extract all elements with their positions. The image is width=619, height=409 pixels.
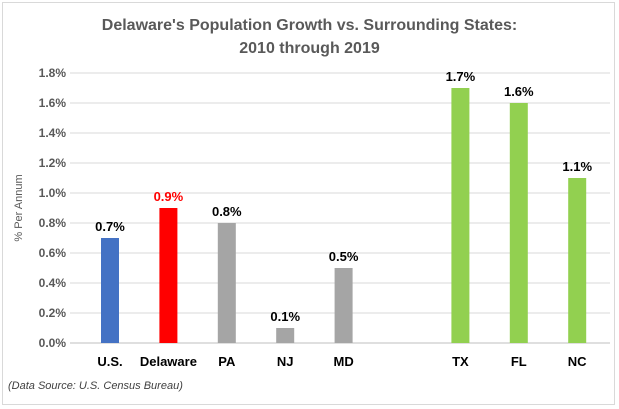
data-label: 0.7% <box>95 219 125 234</box>
data-source-note: (Data Source: U.S. Census Bureau) <box>8 380 183 392</box>
data-label: 1.7% <box>446 69 476 84</box>
chart-title: Delaware's Population Growth vs. Surroun… <box>0 14 619 60</box>
bar-fl <box>509 103 528 343</box>
bar-us <box>101 238 119 343</box>
bar-nj <box>276 328 295 343</box>
data-label: 1.6% <box>504 84 534 99</box>
y-tick-label: 1.0% <box>39 186 67 200</box>
chart-title-line2: 2010 through 2019 <box>239 40 380 57</box>
y-tick-label: 0.8% <box>39 216 67 230</box>
x-tick-label: U.S. <box>97 354 122 369</box>
y-tick-label: 1.8% <box>39 66 67 80</box>
x-tick-label: FL <box>511 354 527 369</box>
bar-nc <box>568 178 587 343</box>
y-tick-label: 1.6% <box>39 96 67 110</box>
y-tick-label: 1.2% <box>39 156 67 170</box>
bar-tx <box>451 88 470 343</box>
data-label: 0.5% <box>329 249 359 264</box>
chart-title-line1: Delaware's Population Growth vs. Surroun… <box>101 17 518 34</box>
data-label: 0.8% <box>212 204 242 219</box>
y-tick-label: 0.6% <box>39 246 67 260</box>
y-tick-label: 0.0% <box>39 336 67 350</box>
x-tick-label: TX <box>452 354 469 369</box>
y-tick-label: 0.2% <box>39 306 67 320</box>
x-tick-label: MD <box>333 354 353 369</box>
x-tick-label: NJ <box>277 354 294 369</box>
y-tick-label: 0.4% <box>39 276 67 290</box>
x-tick-label: PA <box>218 354 236 369</box>
bar-pa <box>217 223 236 343</box>
x-tick-label: NC <box>568 354 587 369</box>
data-label: 0.1% <box>270 309 300 324</box>
bar-delaware <box>159 208 178 343</box>
y-tick-label: 1.4% <box>39 126 67 140</box>
data-label: 0.9% <box>154 189 184 204</box>
data-label: 1.1% <box>562 159 592 174</box>
y-axis-label: % Per Annum <box>13 174 25 241</box>
x-tick-label: Delaware <box>140 354 197 369</box>
bar-md <box>334 268 353 343</box>
